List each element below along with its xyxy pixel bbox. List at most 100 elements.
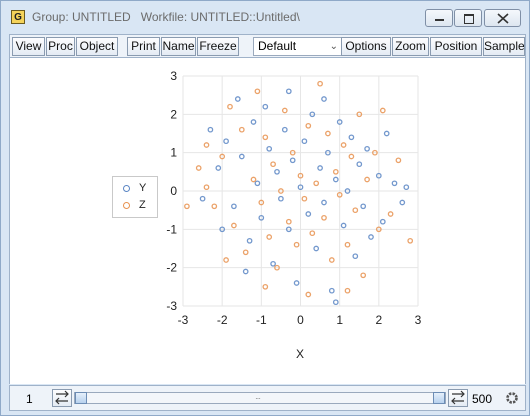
toolbar: View Proc Object Print Name Freeze Defau… bbox=[9, 34, 526, 58]
y-tick-label: -1 bbox=[166, 222, 177, 236]
close-icon bbox=[497, 13, 509, 24]
scatter-point-z bbox=[361, 273, 365, 277]
scatter-point-y bbox=[306, 212, 310, 216]
maximize-icon bbox=[464, 14, 474, 24]
step-right-button[interactable] bbox=[448, 389, 468, 407]
y-tick-label: -2 bbox=[166, 261, 177, 275]
options-button[interactable]: Options bbox=[341, 37, 391, 56]
scatter-point-y bbox=[322, 200, 326, 204]
scatter-point-z bbox=[204, 143, 208, 147]
scatter-point-y bbox=[216, 166, 220, 170]
scatter-point-y bbox=[381, 220, 385, 224]
scatter-point-z bbox=[345, 289, 349, 293]
legend-marker-z bbox=[123, 202, 130, 209]
scatter-point-y bbox=[334, 300, 338, 304]
graph-area[interactable]: -3 -2 -1 0 1 2 3 3 2 1 0 -1 -2 -3 X Y Z bbox=[9, 58, 526, 384]
y-axis-ticks: 3210-1-2-3 bbox=[166, 69, 177, 313]
scatter-point-z bbox=[322, 216, 326, 220]
scatter-point-y bbox=[283, 128, 287, 132]
close-button[interactable] bbox=[484, 9, 521, 27]
scatter-point-y bbox=[294, 281, 298, 285]
x-tick-label: 0 bbox=[297, 313, 304, 327]
scatter-point-y bbox=[349, 135, 353, 139]
scatter-point-y bbox=[267, 147, 271, 151]
scatter-point-z bbox=[271, 162, 275, 166]
scatter-point-y bbox=[271, 262, 275, 266]
scatter-point-y bbox=[385, 131, 389, 135]
scatter-point-y bbox=[341, 223, 345, 227]
scatter-point-z bbox=[212, 204, 216, 208]
scatter-point-y bbox=[208, 128, 212, 132]
zoom-button[interactable]: Zoom bbox=[392, 37, 429, 56]
scatter-point-z bbox=[224, 258, 228, 262]
object-button[interactable]: Object bbox=[76, 37, 118, 56]
scatter-point-z bbox=[244, 250, 248, 254]
title-bar[interactable]: G Group: UNTITLED Workfile: UNTITLED::Unt… bbox=[1, 1, 529, 33]
scatter-point-y bbox=[255, 181, 259, 185]
scatter-point-y bbox=[263, 105, 267, 109]
scatter-point-y bbox=[240, 154, 244, 158]
x-tick-label: -3 bbox=[178, 313, 189, 327]
scatter-point-y bbox=[404, 185, 408, 189]
scatter-point-z bbox=[334, 170, 338, 174]
y-tick-label: 1 bbox=[170, 146, 177, 160]
freeze-button[interactable]: Freeze bbox=[197, 37, 239, 56]
scatter-point-y bbox=[357, 162, 361, 166]
sample-end-thumb[interactable] bbox=[433, 392, 445, 404]
scatter-point-y bbox=[247, 239, 251, 243]
view-button[interactable]: View bbox=[12, 37, 45, 56]
scatter-point-z bbox=[267, 235, 271, 239]
minimize-button[interactable] bbox=[425, 9, 453, 27]
chart-grid bbox=[183, 76, 418, 306]
sample-start-thumb[interactable] bbox=[75, 392, 87, 404]
scatter-point-z bbox=[263, 285, 267, 289]
position-button[interactable]: Position bbox=[430, 37, 482, 56]
sample-status-bar: 1 ··· 500 bbox=[9, 385, 526, 411]
settings-gear-icon bbox=[502, 389, 522, 407]
scatter-point-y bbox=[275, 170, 279, 174]
scatter-point-z bbox=[349, 154, 353, 158]
scatter-point-z bbox=[255, 89, 259, 93]
scatter-point-z bbox=[310, 231, 314, 235]
scatter-point-z bbox=[306, 292, 310, 296]
sample-slider[interactable]: ··· bbox=[74, 392, 446, 404]
x-tick-label: 2 bbox=[375, 313, 382, 327]
print-button[interactable]: Print bbox=[127, 37, 160, 56]
window-title: Group: UNTITLED Workfile: UNTITLED::Untit… bbox=[32, 10, 300, 24]
sample-end: 500 bbox=[472, 392, 492, 406]
x-tick-label: -2 bbox=[217, 313, 228, 327]
sample-button[interactable]: Sample bbox=[483, 37, 525, 56]
scatter-point-z bbox=[251, 177, 255, 181]
step-left-button[interactable] bbox=[52, 389, 72, 407]
scatter-point-z bbox=[353, 208, 357, 212]
name-button[interactable]: Name bbox=[161, 37, 196, 56]
window-title-workfile: Workfile: UNTITLED::Untitled\ bbox=[141, 10, 300, 24]
scatter-point-y bbox=[322, 97, 326, 101]
scatter-point-z bbox=[396, 158, 400, 162]
scatter-point-z bbox=[345, 243, 349, 247]
scatter-point-y bbox=[251, 120, 255, 124]
scatter-point-z bbox=[314, 181, 318, 185]
maximize-button[interactable] bbox=[454, 9, 482, 27]
x-tick-label: 1 bbox=[336, 313, 343, 327]
proc-button[interactable]: Proc bbox=[46, 37, 75, 56]
scatter-point-y bbox=[365, 147, 369, 151]
scatter-point-y bbox=[200, 197, 204, 201]
y-tick-label: 0 bbox=[170, 184, 177, 198]
scatter-point-z bbox=[197, 166, 201, 170]
slider-grip-icon: ··· bbox=[255, 394, 260, 403]
scatter-point-y bbox=[244, 269, 248, 273]
scatter-point-z bbox=[263, 135, 267, 139]
chart-legend[interactable]: Y Z bbox=[112, 176, 158, 218]
scatter-point-y bbox=[318, 166, 322, 170]
minimize-icon bbox=[435, 19, 444, 21]
legend-marker-y bbox=[123, 185, 130, 192]
graph-template-select[interactable]: Default ⌄ bbox=[253, 37, 343, 56]
settings-gear-button[interactable] bbox=[502, 389, 522, 407]
legend-label-y: Y bbox=[139, 182, 146, 194]
scatter-point-y bbox=[314, 246, 318, 250]
scatter-point-z bbox=[388, 212, 392, 216]
scatter-point-z bbox=[294, 243, 298, 247]
scatter-point-z bbox=[408, 239, 412, 243]
